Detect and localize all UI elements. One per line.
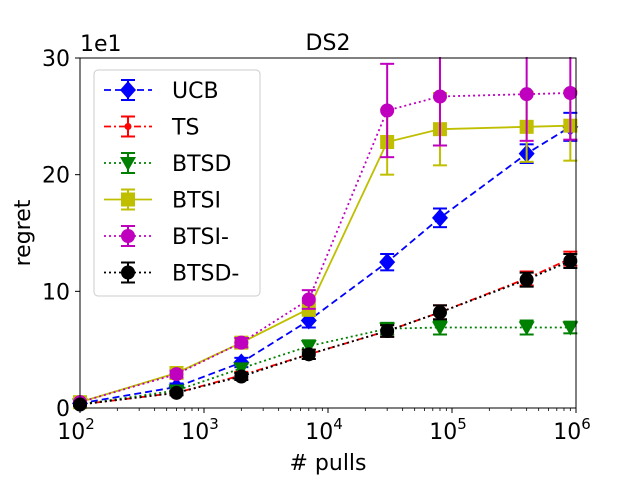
y-axis-label: regret [11, 199, 36, 266]
legend-marker [124, 123, 132, 130]
x-tick-exponent: 5 [457, 415, 467, 433]
data-point [380, 103, 395, 118]
data-point [431, 321, 448, 336]
legend-item: BTSD [104, 152, 231, 177]
data-point [169, 385, 184, 400]
legend-marker [120, 81, 136, 99]
legend-marker [121, 265, 135, 280]
x-tick-label: 103 [181, 415, 219, 445]
legend-item: BTSI- [104, 225, 229, 250]
x-tick-base: 10 [553, 420, 581, 445]
y-axis-multiplier: 1e1 [80, 32, 122, 57]
x-tick-label: 104 [305, 415, 343, 445]
legend: UCB TS BTSD BTSI BTSI- BTSD- [93, 69, 261, 297]
x-tick-label: 106 [553, 415, 591, 445]
y-tick-label: 0 [56, 397, 70, 422]
data-point [301, 347, 316, 362]
data-point [234, 369, 249, 384]
x-tick-label: 102 [57, 415, 95, 445]
legend-marker [120, 157, 136, 171]
x-tick-exponent: 6 [581, 415, 591, 433]
data-point [169, 367, 184, 382]
legend-label: BTSI- [172, 225, 229, 250]
data-point [563, 86, 578, 100]
data-point [379, 253, 396, 272]
data-point [431, 208, 448, 227]
series-line [79, 124, 571, 404]
legend-label: UCB [172, 79, 219, 104]
y-axis: 0 10 20 30 [42, 47, 80, 422]
data-point [234, 335, 249, 350]
series-btsd [72, 319, 579, 413]
legend-item: BTSI [104, 188, 221, 214]
x-tick-label: 105 [429, 415, 467, 445]
x-tick-exponent: 4 [333, 415, 343, 433]
y-tick-label: 30 [42, 47, 70, 72]
chart-title: DS2 [306, 31, 351, 56]
x-axis-label: # pulls [289, 451, 366, 476]
data-point [518, 321, 535, 336]
legend-marker [121, 229, 135, 243]
legend-item: UCB [104, 79, 219, 104]
data-point [562, 321, 579, 336]
x-tick-base: 10 [57, 420, 85, 445]
legend-item: BTSD- [104, 261, 239, 287]
data-point [233, 362, 250, 377]
x-tick-exponent: 3 [209, 415, 219, 433]
data-point [432, 89, 447, 104]
x-tick-base: 10 [429, 420, 457, 445]
y-tick-label: 10 [42, 280, 70, 305]
data-point [519, 87, 534, 102]
series-btsd- [73, 253, 578, 412]
data-point [300, 340, 317, 355]
y-tick-label: 20 [42, 164, 70, 189]
x-tick-base: 10 [305, 420, 333, 445]
legend-label: TS [171, 116, 199, 141]
data-point [563, 254, 578, 268]
series-line [79, 260, 571, 406]
legend-label: BTSD [172, 152, 231, 177]
data-point [519, 272, 534, 287]
data-point [301, 292, 316, 307]
x-tick-base: 10 [181, 420, 209, 445]
series-line [79, 326, 571, 406]
legend-label: BTSI [172, 189, 221, 214]
x-tick-exponent: 2 [85, 415, 95, 433]
legend-item: TS [104, 115, 199, 141]
x-axis: 102 103 104 105 106 [57, 408, 591, 445]
data-point [380, 324, 395, 338]
legend-marker [121, 192, 135, 207]
data-point [432, 305, 447, 320]
legend-label: BTSD- [172, 262, 239, 287]
